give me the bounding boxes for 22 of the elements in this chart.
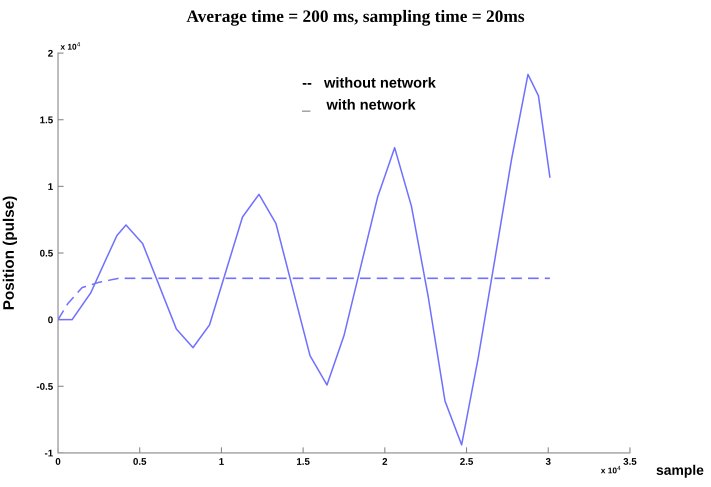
x-tick-label: 1.5	[296, 458, 310, 465]
text: x 10$^{4}$	[60, 42, 80, 50]
annotation: -- without network	[302, 77, 436, 88]
y-tick-label: -0.5	[36, 383, 53, 390]
x-tick-label: 3	[546, 458, 551, 465]
x-tick-label: 3.5	[623, 458, 636, 465]
text: x 10$^{4}$	[600, 466, 620, 474]
y-tick-label: 1	[48, 183, 53, 190]
x-tick-label: 0.5	[133, 458, 146, 465]
annotation: _ with network	[302, 99, 416, 112]
x-tick-label: 0	[56, 458, 60, 465]
y-tick-label: 1.5	[40, 116, 53, 124]
x-axis-title: sample	[656, 464, 704, 478]
x-tick-label: 2.5	[460, 458, 474, 465]
x-tick-label: 1	[219, 458, 224, 465]
y-axis-title: Position (pulse)	[2, 196, 17, 310]
y-tick-label: -1	[44, 450, 53, 456]
y-tick-label: 2	[48, 50, 53, 57]
chart-title: Average time = 200 ms, sampling time = 20ms	[186, 10, 524, 26]
y-tick-label: 0	[48, 316, 53, 324]
x-tick-label: 2	[382, 458, 388, 465]
y-tick-label: 0.5	[40, 250, 53, 257]
